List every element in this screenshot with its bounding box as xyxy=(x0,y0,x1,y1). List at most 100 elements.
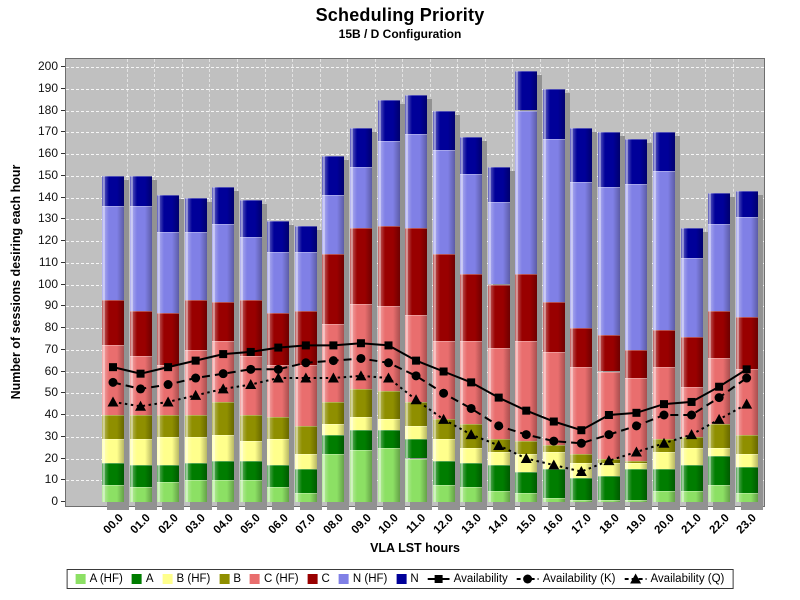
y-tick-label: 0 xyxy=(51,494,58,508)
bar-segment-c xyxy=(239,299,262,357)
bar-segment-n xyxy=(212,186,235,224)
legend-color-swatch xyxy=(250,574,261,584)
legend-color-swatch xyxy=(338,574,349,584)
gridline xyxy=(66,67,764,68)
legend-color-swatch xyxy=(396,574,407,584)
legend-label: A xyxy=(145,573,154,585)
bar-segment-c-hf xyxy=(625,378,648,461)
bar-segment-n-hf xyxy=(432,149,455,255)
y-tick-label: 70 xyxy=(44,341,58,356)
bar-segment-c xyxy=(487,284,510,348)
bar-segment-a-hf xyxy=(239,480,262,502)
bar-segment-n-hf xyxy=(267,251,290,313)
bar-segment-c-hf xyxy=(432,341,455,420)
square-legend-glyph xyxy=(427,575,450,583)
bar-segment-c-hf xyxy=(184,349,207,415)
legend-label: Availability (K) xyxy=(542,573,616,585)
bar-segment-b-hf xyxy=(184,436,207,463)
bar-segment-b-hf xyxy=(735,454,758,468)
bar-segment-c-hf xyxy=(708,358,731,424)
bar-segment-b xyxy=(322,401,345,424)
bar-segment-c xyxy=(322,254,345,324)
bar-segment-c-hf xyxy=(597,371,620,459)
x-tick-label: 00.0 xyxy=(101,512,126,537)
legend-label: C xyxy=(321,573,330,585)
bar-segment-n xyxy=(735,190,758,218)
bar-segment-n xyxy=(294,225,317,252)
bar-segment-n-hf xyxy=(680,258,703,337)
bar-segment-n-hf xyxy=(294,251,317,311)
bar-segment-b-hf xyxy=(460,447,483,463)
x-tick-label: 21.0 xyxy=(679,512,705,537)
y-tick-label: 140 xyxy=(37,189,58,204)
bar-segment-b xyxy=(377,391,400,420)
legend-item-n: N xyxy=(396,573,419,585)
y-tick-label: 200 xyxy=(37,59,58,73)
bar-segment-a-hf xyxy=(735,493,758,502)
bar-segment-a xyxy=(129,465,152,487)
bar-segment-n xyxy=(322,156,345,196)
bar-segment-b xyxy=(515,441,538,455)
bar-segment-c-hf xyxy=(680,386,703,437)
bar-segment-a xyxy=(625,469,648,500)
x-tick-label: 13.0 xyxy=(459,512,484,537)
triangle-legend-glyph xyxy=(624,573,647,584)
bar-segment-b-hf xyxy=(267,438,290,466)
bar-segment-a-hf xyxy=(680,491,703,502)
x-tick-label: 04.0 xyxy=(211,512,236,537)
bar-segment-b-hf xyxy=(212,434,235,461)
y-tick-mark xyxy=(61,305,65,307)
bar-segment-c-hf xyxy=(129,356,152,415)
bar-segment-c xyxy=(432,254,455,342)
y-tick-label: 170 xyxy=(37,124,58,139)
bar-segment-b-hf xyxy=(570,462,593,479)
bar-segment-b-hf xyxy=(239,441,262,461)
y-tick-mark xyxy=(61,261,65,263)
bar-segment-b-hf xyxy=(157,436,180,466)
legend-color-swatch xyxy=(75,574,86,584)
y-tick-label: 20 xyxy=(44,450,58,465)
y-tick-mark xyxy=(61,153,65,154)
legend-label: Availability (Q) xyxy=(650,573,725,585)
chart-title: Scheduling Priority xyxy=(315,5,485,25)
legend-color-swatch xyxy=(131,574,142,584)
bar-segment-b xyxy=(460,423,483,448)
bar-segment-a-hf xyxy=(129,486,152,502)
y-tick-mark xyxy=(61,87,65,89)
bar-segment-n xyxy=(129,175,152,207)
bar-segment-n-hf xyxy=(184,232,207,300)
bar-segment-c-hf xyxy=(294,364,317,426)
y-tick-label: 110 xyxy=(38,254,58,269)
bar-segment-a-hf xyxy=(267,486,290,502)
bar-segment-n-hf xyxy=(542,138,565,302)
y-tick-mark xyxy=(61,283,65,285)
legend-item-availability-q: Availability (Q) xyxy=(624,573,724,585)
bar-segment-n-hf xyxy=(322,195,345,255)
bar-segment-a xyxy=(294,469,317,494)
y-tick-mark xyxy=(61,414,65,415)
x-axis-title: VLA LST hours xyxy=(370,541,460,555)
bar-segment-b xyxy=(597,458,620,463)
bar-segment-a xyxy=(349,430,372,450)
x-tick-label: 03.0 xyxy=(183,512,209,537)
bar-segment-n-hf xyxy=(377,140,400,226)
bar-segment-b-hf xyxy=(597,462,620,476)
bar-segment-c xyxy=(129,310,152,357)
y-tick-mark xyxy=(61,501,65,502)
bar-segment-n-hf xyxy=(349,167,372,228)
bar-segment-c-hf xyxy=(157,364,180,415)
bar-segment-n-hf xyxy=(708,223,731,311)
x-tick-label: 11.0 xyxy=(404,512,429,536)
bar-segment-c xyxy=(708,310,731,359)
bar-segment-a-hf xyxy=(570,499,593,502)
y-tick-label: 120 xyxy=(37,233,58,247)
bar-segment-n xyxy=(102,175,124,207)
bar-segment-c-hf xyxy=(460,341,483,424)
bar-segment-b xyxy=(129,415,152,439)
bar-segment-b-hf xyxy=(349,417,372,431)
bar-segment-a xyxy=(653,469,675,492)
bar-segment-b-hf xyxy=(129,438,152,466)
x-tick-label: 16.0 xyxy=(541,512,567,537)
bar-segment-c xyxy=(542,301,565,352)
bar-segment-c xyxy=(294,310,317,365)
